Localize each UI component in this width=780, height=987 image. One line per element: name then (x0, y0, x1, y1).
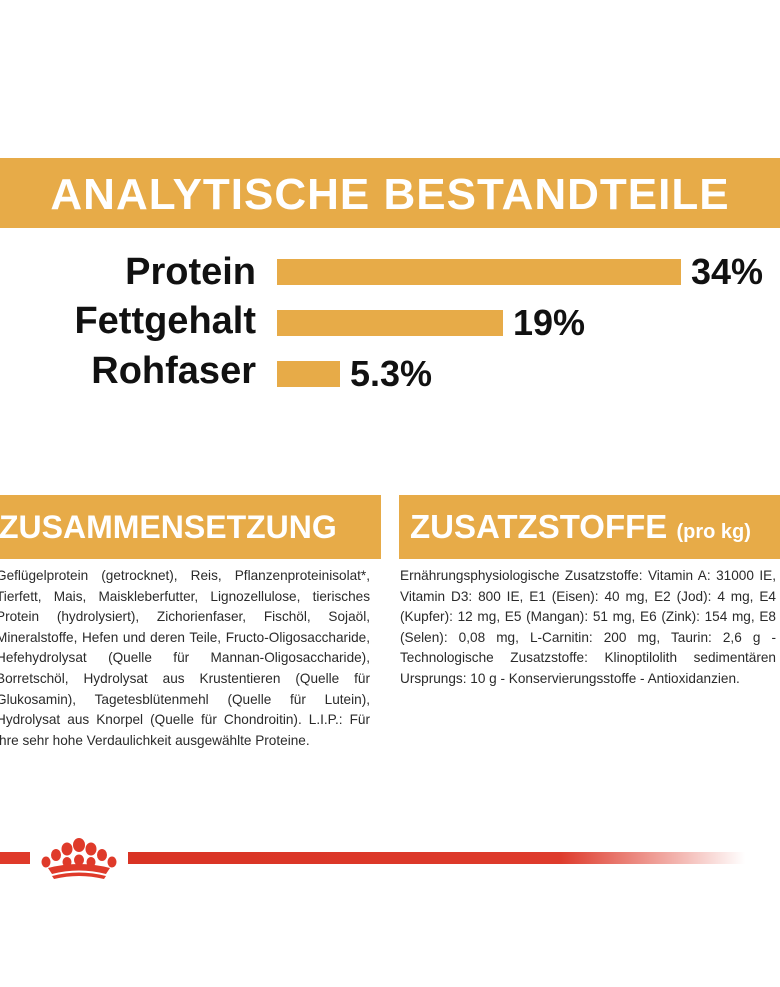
composition-text: Geflügelprotein (getrocknet), Reis, Pfla… (0, 568, 370, 748)
crown-icon (41, 838, 117, 879)
analytics-title: ANALYTISCHE BESTANDTEILE (50, 170, 730, 219)
nutrient-value-fat: 19% (513, 302, 586, 343)
additives-text: Ernährungsphysiologische Zusatzstoffe: V… (400, 568, 776, 686)
analytics-banner (0, 158, 780, 228)
brand-rule-right (128, 852, 745, 864)
nutrient-bar-fiber (277, 361, 340, 387)
nutrient-bar-fat (277, 310, 503, 336)
composition-header: ZUSAMMENSETZUNG (0, 495, 381, 559)
additives-title: ZUSATZSTOFFE (410, 508, 668, 545)
composition-title: ZUSAMMENSETZUNG (0, 509, 337, 545)
nutrient-value-protein: 34% (691, 251, 764, 292)
nutrient-label-fiber: Rohfaser (91, 350, 256, 392)
brand-rule-left (0, 852, 30, 864)
nutrient-label-protein: Protein (125, 251, 256, 293)
additives-title-wrap: ZUSATZSTOFFE (pro kg) (410, 495, 751, 559)
nutrient-bar-protein (277, 259, 681, 285)
additives-title-suffix: (pro kg) (676, 521, 751, 543)
additives-header: ZUSATZSTOFFE (pro kg) (399, 495, 780, 559)
nutrient-value-fiber: 5.3% (350, 353, 433, 394)
nutrient-label-fat: Fettgehalt (74, 300, 256, 342)
